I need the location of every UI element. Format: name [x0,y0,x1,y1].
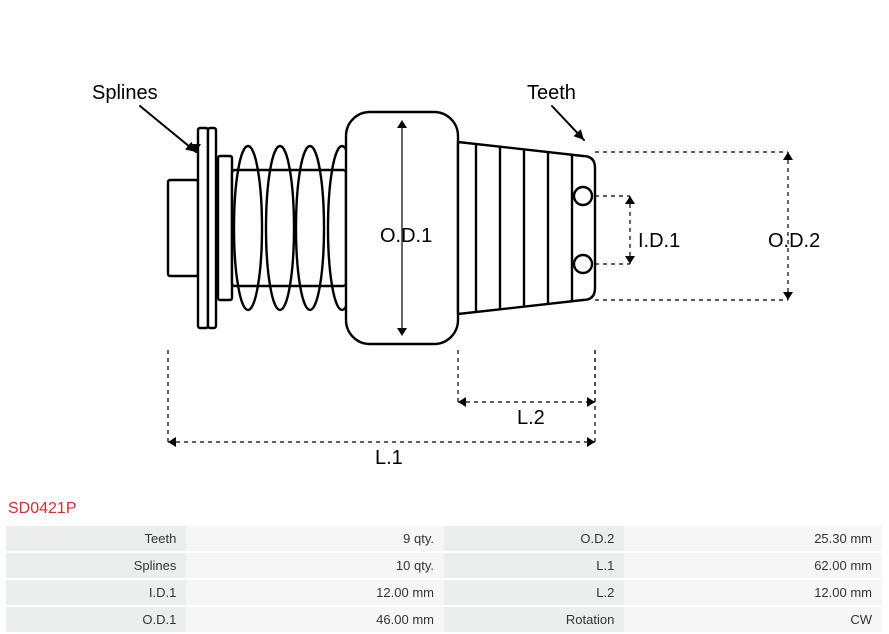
table-row: Teeth9 qty.O.D.225.30 mm [6,526,882,551]
spec-key: Rotation [444,607,624,632]
part-code: SD0421P [8,500,77,518]
spec-value: 25.30 mm [624,526,882,551]
label-od2: O.D.2 [768,230,820,253]
spec-key: I.D.1 [6,580,186,605]
label-splines: Splines [92,82,158,105]
label-id1: I.D.1 [638,230,680,253]
spec-value: 46.00 mm [186,607,444,632]
spec-value: 12.00 mm [624,580,882,605]
table-row: Splines10 qty.L.162.00 mm [6,553,882,578]
spec-key: L.1 [444,553,624,578]
spec-key: Teeth [6,526,186,551]
page-root: Splines Teeth O.D.1 O.D.2 I.D.1 L.1 L.2 … [0,0,889,634]
table-row: I.D.112.00 mmL.212.00 mm [6,580,882,605]
spec-value: 62.00 mm [624,553,882,578]
spec-value: 12.00 mm [186,580,444,605]
technical-diagram: Splines Teeth O.D.1 O.D.2 I.D.1 L.1 L.2 [0,0,889,490]
diagram-svg [0,0,889,490]
spec-key: O.D.2 [444,526,624,551]
spec-value: CW [624,607,882,632]
label-l2: L.2 [517,407,545,430]
label-od1: O.D.1 [380,225,432,248]
spec-table: Teeth9 qty.O.D.225.30 mmSplines10 qty.L.… [6,524,882,634]
spec-key: O.D.1 [6,607,186,632]
spec-value: 10 qty. [186,553,444,578]
table-row: O.D.146.00 mmRotationCW [6,607,882,632]
spec-key: L.2 [444,580,624,605]
label-l1: L.1 [375,447,403,470]
spec-value: 9 qty. [186,526,444,551]
spec-key: Splines [6,553,186,578]
label-teeth: Teeth [527,82,576,105]
